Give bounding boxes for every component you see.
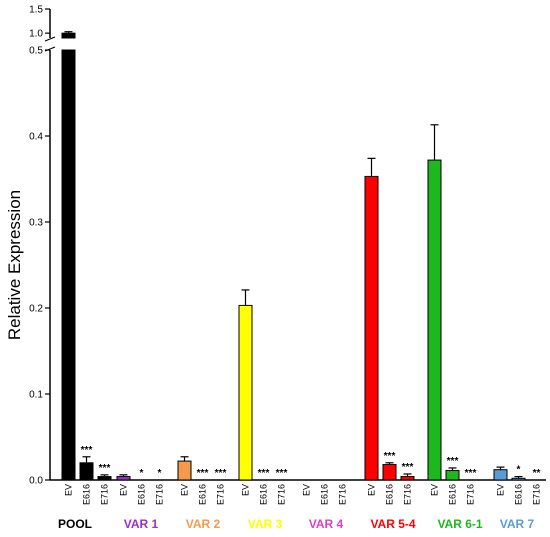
significance-marker: *** — [99, 463, 111, 474]
condition-label: E716 — [216, 484, 226, 505]
condition-label: E716 — [100, 484, 110, 505]
significance-marker: * — [517, 465, 521, 476]
condition-label: E616 — [385, 484, 395, 505]
bar-group-pool: EV *** E616 *** E716 POOL — [58, 31, 112, 531]
condition-label: E616 — [198, 484, 208, 505]
condition-label: E716 — [155, 484, 165, 505]
condition-label: E716 — [403, 484, 413, 505]
bar-group-var-4: EV E616 E716 VAR 4 — [302, 484, 348, 531]
y-tick-label: 0.1 — [29, 390, 43, 401]
bar-group-var-1: EV * E616 * E716 VAR 1 — [116, 468, 165, 531]
group-label: VAR 6-1 — [437, 517, 482, 531]
condition-label: E616 — [137, 484, 147, 505]
bar — [364, 175, 379, 481]
condition-label: EV — [367, 484, 377, 496]
bar — [238, 304, 253, 481]
significance-marker: *** — [197, 468, 209, 479]
bar — [177, 460, 192, 481]
condition-label: E616 — [448, 484, 458, 505]
y-tick-label: 0.0 — [29, 476, 43, 487]
condition-label: E716 — [532, 484, 542, 505]
significance-marker: *** — [447, 456, 459, 467]
significance-marker: *** — [81, 445, 93, 456]
significance-marker: *** — [402, 462, 414, 473]
significance-marker: *** — [258, 468, 270, 479]
bar — [400, 476, 415, 481]
condition-label: EV — [180, 484, 190, 496]
group-label: VAR 4 — [309, 517, 344, 531]
condition-label: EV — [430, 484, 440, 496]
group-label: POOL — [58, 517, 92, 531]
group-label: VAR 7 — [500, 517, 535, 531]
bar — [61, 32, 76, 39]
bar — [79, 462, 94, 481]
bar — [445, 470, 460, 481]
condition-label: E716 — [277, 484, 287, 505]
condition-label: E716 — [338, 484, 348, 505]
condition-label: E616 — [514, 484, 524, 505]
significance-marker: *** — [276, 468, 288, 479]
group-label: VAR 1 — [124, 517, 159, 531]
bar — [97, 476, 112, 481]
condition-label: EV — [64, 484, 74, 496]
condition-label: E616 — [82, 484, 92, 505]
condition-label: EV — [241, 484, 251, 496]
bar-group-var-3: EV *** E616 *** E716 VAR 3 — [238, 289, 288, 531]
group-label: VAR 2 — [186, 517, 221, 531]
y-tick-label: 0.5 — [29, 46, 43, 57]
group-label: VAR 5-4 — [370, 517, 415, 531]
y-tick-label: 0.2 — [29, 304, 43, 315]
group-label: VAR 3 — [248, 517, 283, 531]
significance-marker: * — [140, 468, 144, 479]
y-tick-label: 0.4 — [29, 132, 43, 143]
significance-marker: *** — [465, 468, 477, 479]
significance-marker: *** — [215, 468, 227, 479]
bar-group-var-5-4: EV *** E616 *** E716 VAR 5-4 — [364, 157, 416, 531]
y-tick-label: 0.3 — [29, 218, 43, 229]
significance-marker: ** — [533, 468, 541, 479]
bar — [116, 476, 131, 481]
y-tick-label: 1.5 — [29, 5, 43, 16]
y-axis-title: Relative Expression — [5, 190, 24, 340]
bar-group-var-6-1: EV *** E616 *** E716 VAR 6-1 — [427, 124, 483, 531]
bar — [511, 477, 526, 481]
condition-label: EV — [302, 484, 312, 496]
condition-label: E716 — [466, 484, 476, 505]
condition-label: E616 — [320, 484, 330, 505]
significance-marker: * — [158, 468, 162, 479]
axis-break-mark — [44, 36, 56, 42]
bar — [61, 49, 76, 481]
condition-label: EV — [119, 484, 129, 496]
bar-group-var-2: EV *** E616 *** E716 VAR 2 — [177, 456, 227, 531]
bar — [427, 159, 442, 481]
bar — [493, 469, 508, 481]
bar-group-var-7: EV * E616 ** E716 VAR 7 — [493, 465, 542, 531]
condition-label: EV — [496, 484, 506, 496]
bar — [382, 464, 397, 481]
significance-marker: *** — [384, 451, 396, 462]
y-tick-label: 1.0 — [29, 29, 43, 40]
condition-label: E616 — [259, 484, 269, 505]
